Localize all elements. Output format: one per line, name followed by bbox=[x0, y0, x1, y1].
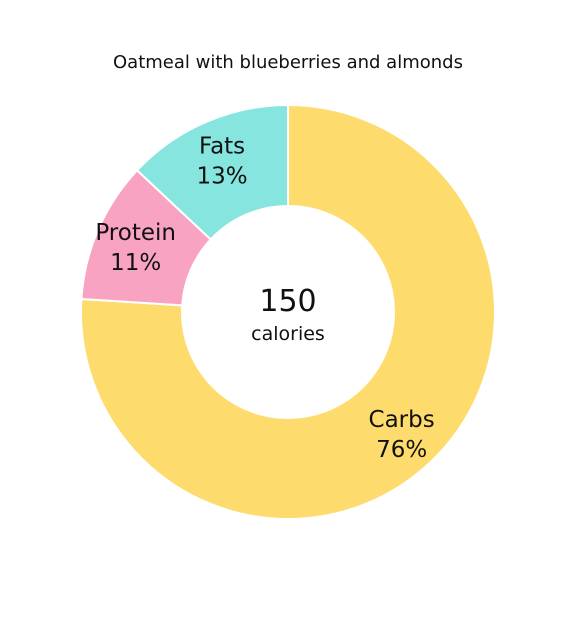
slice-label-protein: Protein bbox=[95, 220, 176, 246]
slice-value-fats: 13% bbox=[197, 164, 248, 190]
labels-group: Carbs 76% Protein 11% Fats 13% bbox=[95, 134, 434, 463]
slice-value-protein: 11% bbox=[110, 250, 161, 276]
center-unit: calories bbox=[251, 323, 325, 345]
slice-value-carbs: 76% bbox=[376, 437, 427, 463]
slice-carbs bbox=[80, 103, 496, 520]
slice-label-fats: Fats bbox=[199, 134, 245, 160]
slice-fats bbox=[135, 103, 289, 241]
chart-title: Oatmeal with blueberries and almonds bbox=[113, 52, 463, 73]
slice-label-carbs: Carbs bbox=[369, 407, 435, 433]
slices-group bbox=[80, 103, 496, 520]
center-value: 150 bbox=[259, 284, 316, 319]
